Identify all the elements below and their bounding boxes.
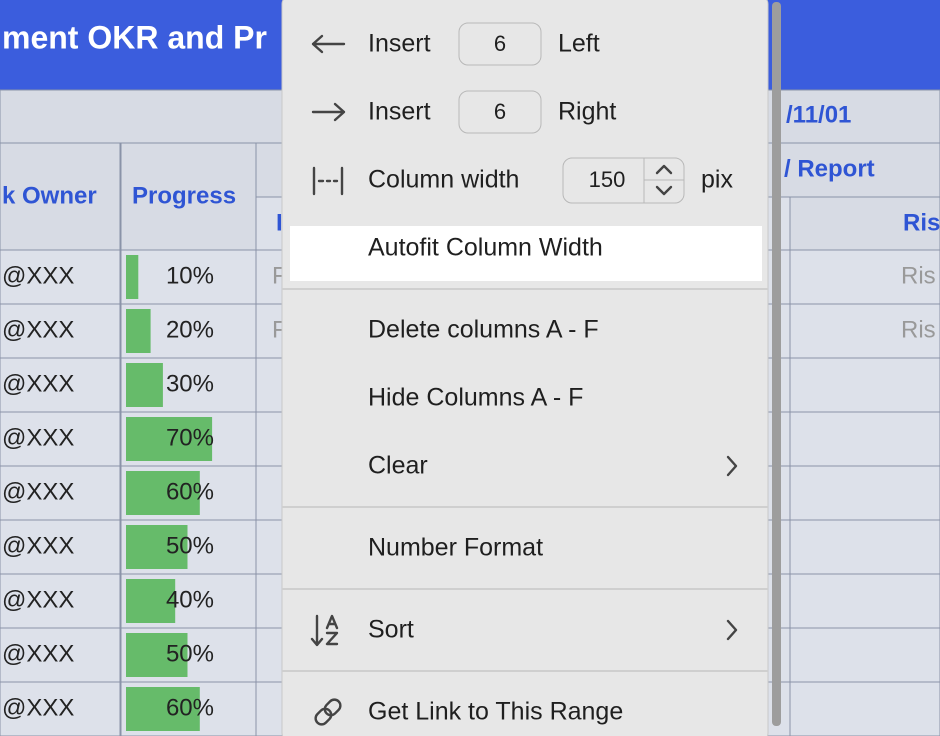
owner: @XXX [2,640,74,667]
arrow-right-icon [311,102,346,122]
owner-cell [0,627,121,683]
spinner-up[interactable] [655,164,673,175]
risk-cell [789,519,940,575]
direction-label: Right [558,98,616,126]
get-link-item[interactable]: Get Link to This Range [368,698,623,726]
column-width-icon [312,166,344,196]
progress-bar [126,525,188,569]
progress-label: 50% [166,532,214,559]
owner-cell [0,681,121,736]
risk-fragment: Ris [901,262,936,289]
progress-bar [126,255,139,299]
link-icon [314,698,342,726]
risk-fragment: Ris [901,316,936,343]
count-value: 6 [494,31,506,56]
autofit-item[interactable]: Autofit Column Width [368,234,603,262]
progress-bar [126,471,200,515]
submenu-chevron [726,619,738,641]
owner: @XXX [2,262,74,289]
risk-cell [789,411,940,467]
insert-left-item[interactable]: Insert 6 Left [311,22,600,66]
risk-cell [789,303,940,359]
progress-bar [126,579,176,623]
risk-cell [789,357,940,413]
risk-cell [789,627,940,683]
progress-label: 10% [166,262,214,289]
width-value: 150 [589,167,626,192]
owner-cell [0,411,121,467]
progress-bar [126,363,163,407]
number-format-item[interactable]: Number Format [368,534,543,562]
column-width-item: Column width 150 pix [312,157,733,204]
progress-label: 50% [166,640,214,667]
width-unit: pix [701,166,733,194]
link-loop [323,698,342,717]
owner: @XXX [2,478,74,505]
progress-label: 20% [166,316,214,343]
submenu-chevron [726,455,738,477]
progress-label: 60% [166,478,214,505]
context-menu: Insert 6 Left Insert 6 Right Column widt… [281,0,781,736]
insert-label: Insert [368,30,431,58]
clear-item[interactable]: Clear [368,452,428,480]
risk-header[interactable]: Ris [903,209,940,236]
owner: @XXX [2,694,74,721]
sheet-title: ment OKR and Pr [2,19,267,55]
owner-header[interactable]: k Owner [2,182,97,209]
insert-label: Insert [368,98,431,126]
owner-cell [0,249,121,305]
count-value: 6 [494,99,506,124]
risk-cell [789,249,940,305]
owner: @XXX [2,424,74,451]
owner: @XXX [2,370,74,397]
sort-item[interactable]: Sort [368,616,414,644]
owner: @XXX [2,532,74,559]
progress-bar [126,687,200,731]
owner-cell [0,573,121,629]
insert-right-item[interactable]: Insert 6 Right [311,90,616,134]
sort-arrow [310,614,324,647]
progress-bar [126,309,151,353]
owner: @XXX [2,316,74,343]
fragment-header: I [276,209,283,236]
delete-columns-item[interactable]: Delete columns A - F [368,316,599,344]
scrollbar-thumb[interactable] [772,2,781,726]
progress-label: 40% [166,586,214,613]
sort-letters [325,614,339,646]
progress-bar [126,633,188,677]
arrow-left-icon [311,34,346,54]
progress-label: 70% [166,424,214,451]
risk-cell [789,465,940,521]
owner: @XXX [2,586,74,613]
date-fragment: /11/01 [786,101,851,128]
sort-icon [310,614,339,647]
column-width-label: Column width [368,166,519,194]
owner-cell [0,357,121,413]
link-loop [314,707,333,726]
count-input[interactable] [458,90,542,134]
progress-header-cell [120,142,257,251]
progress-header[interactable]: Progress [132,182,236,209]
progress-label: 60% [166,694,214,721]
hide-columns-item[interactable]: Hide Columns A - F [368,384,583,412]
progress-label: 30% [166,370,214,397]
autofit-highlight[interactable] [290,226,762,281]
risk-cell [789,573,940,629]
count-input[interactable] [458,22,542,66]
progress-cell [120,249,257,305]
report-fragment: / Report [784,155,875,182]
spinner-down[interactable] [655,185,673,196]
direction-label: Left [558,30,600,58]
risk-cell [789,681,940,736]
progress-bar [126,417,213,461]
